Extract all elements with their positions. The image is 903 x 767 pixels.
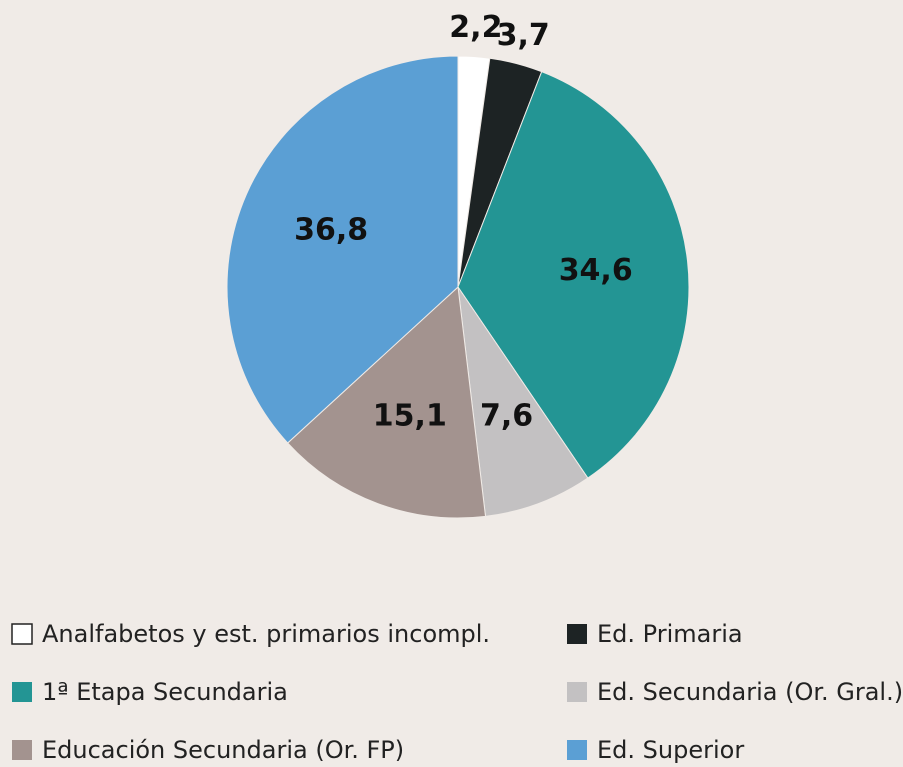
value-label: 3,7 [497, 18, 550, 53]
value-label: 34,6 [559, 253, 633, 288]
legend-label: Ed. Superior [597, 736, 744, 764]
pie-slice [457, 286, 589, 517]
value-label: 36,8 [294, 213, 368, 248]
legend-swatch [11, 623, 33, 645]
value-label: 2,2 [449, 10, 502, 45]
legend-swatch [567, 624, 587, 644]
legend-swatch [567, 740, 587, 760]
pie-slice [457, 71, 690, 479]
pie-slice [286, 285, 487, 519]
legend-label: Analfabetos y est. primarios incompl. [42, 620, 490, 648]
legend-label: 1ª Etapa Secundaria [42, 678, 288, 706]
legend-swatch [12, 682, 32, 702]
legend-label: Ed. Primaria [597, 620, 743, 648]
value-label: 7,6 [480, 398, 533, 433]
legend-swatch [12, 740, 32, 760]
legend-label: Educación Secundaria (Or. FP) [42, 736, 404, 764]
legend-label: Ed. Secundaria (Or. Gral.) [597, 678, 903, 706]
value-label: 15,1 [373, 398, 447, 433]
pie-slice [226, 55, 459, 444]
legend-swatch [567, 682, 587, 702]
